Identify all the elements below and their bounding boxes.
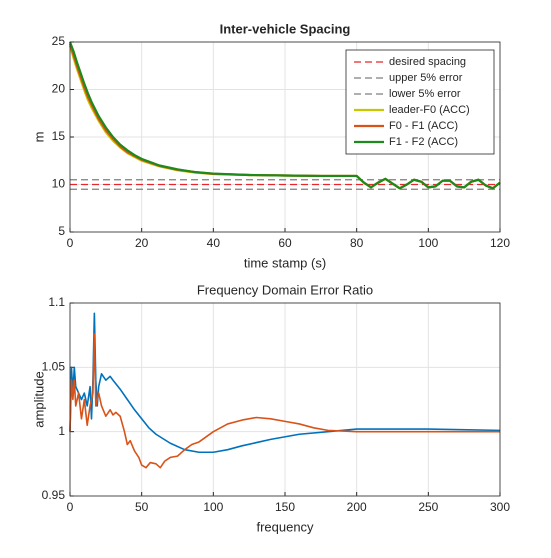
y-tick-label: 1.1 [48, 295, 65, 309]
x-tick-label: 20 [135, 236, 149, 250]
y-tick-label: 1.05 [42, 360, 66, 374]
legend-label: lower 5% error [389, 88, 461, 100]
legend-label: upper 5% error [389, 72, 463, 84]
legend-label: F1 - F2 (ACC) [389, 136, 458, 148]
y-tick-label: 20 [52, 82, 66, 96]
x-tick-label: 0 [67, 500, 74, 514]
legend-label: leader-F0 (ACC) [389, 104, 470, 116]
y-tick-label: 15 [52, 129, 66, 143]
legend-label: F0 - F1 (ACC) [389, 120, 458, 132]
x-axis-label: frequency [256, 519, 314, 534]
axes-box [69, 302, 501, 497]
legend-label: desired spacing [389, 56, 466, 68]
x-tick-label: 250 [418, 500, 438, 514]
y-tick-label: 1 [58, 424, 65, 438]
y-tick-label: 0.95 [42, 488, 66, 502]
legend-box [345, 49, 495, 155]
x-tick-label: 120 [490, 236, 510, 250]
chart-title: Inter-vehicle Spacing [220, 21, 351, 36]
x-tick-label: 150 [275, 500, 295, 514]
chart-title: Frequency Domain Error Ratio [197, 282, 373, 297]
x-tick-label: 100 [418, 236, 438, 250]
x-axis-label: time stamp (s) [244, 255, 326, 270]
series-line [68, 41, 501, 190]
x-tick-label: 40 [207, 236, 221, 250]
x-tick-label: 50 [135, 500, 149, 514]
y-tick-label: 25 [52, 34, 66, 48]
x-tick-label: 60 [278, 236, 292, 250]
axes-box [69, 41, 501, 233]
x-tick-label: 0 [67, 236, 74, 250]
y-tick-label: 10 [52, 177, 66, 191]
y-axis-label: m [31, 132, 46, 143]
x-tick-label: 100 [203, 500, 223, 514]
y-tick-label: 5 [58, 224, 65, 238]
x-tick-label: 200 [347, 500, 367, 514]
x-tick-label: 80 [350, 236, 364, 250]
y-axis-label: amplitude [31, 371, 46, 427]
series-line [69, 333, 500, 469]
series-line [69, 312, 501, 454]
x-tick-label: 300 [490, 500, 510, 514]
